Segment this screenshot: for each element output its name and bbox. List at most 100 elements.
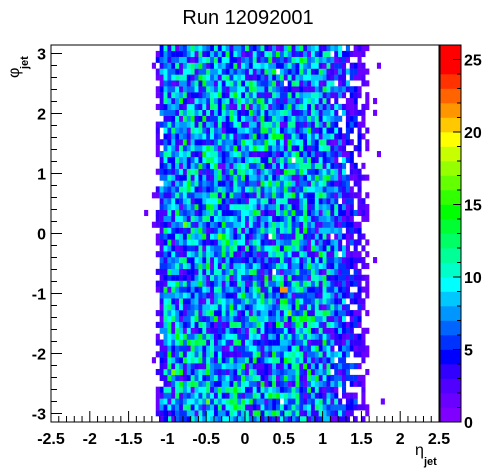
heatmap-cell [213, 310, 219, 317]
heatmap-cell [326, 162, 331, 169]
heatmap-cell [283, 368, 288, 376]
heatmap-cell [345, 351, 350, 358]
heatmap-cell [194, 280, 199, 287]
heatmap-cell [229, 392, 234, 399]
heatmap-cell [167, 62, 172, 69]
heatmap-cell [291, 257, 296, 264]
heatmap-cell [345, 262, 350, 270]
heatmap-cell [291, 357, 296, 364]
heatmap-cell [299, 257, 304, 264]
heatmap-cell [182, 404, 187, 411]
heatmap-cell [295, 115, 300, 122]
heatmap-cell [334, 392, 339, 399]
heatmap-cell [256, 251, 261, 258]
heatmap-cell [326, 251, 331, 258]
heatmap-cell [237, 92, 242, 99]
heatmap-cell [241, 133, 246, 140]
heatmap-cell [279, 50, 284, 57]
heatmap-cell [159, 239, 164, 246]
heatmap-cell [179, 357, 184, 364]
heatmap-cell [210, 168, 215, 175]
heatmap-cell [237, 151, 242, 158]
heatmap-cell [163, 221, 168, 228]
heatmap-cell [279, 45, 284, 52]
heatmap-cell [287, 74, 292, 81]
heatmap-cell [361, 262, 366, 270]
heatmap-cell [268, 186, 273, 193]
heatmap-cell [252, 315, 257, 323]
heatmap-cell [190, 133, 195, 140]
heatmap-cell [303, 145, 308, 152]
heatmap-cell [349, 327, 354, 334]
heatmap-cell [318, 227, 323, 234]
heatmap-cell [198, 221, 203, 228]
heatmap-cell [175, 398, 180, 405]
heatmap-cell [217, 321, 222, 328]
heatmap-cell [338, 304, 343, 311]
heatmap-cell [349, 174, 354, 181]
heatmap-cell [221, 156, 226, 164]
heatmap-cell [225, 315, 230, 323]
heatmap-cell [233, 392, 238, 399]
heatmap-cell [182, 286, 187, 293]
heatmap-cell [322, 416, 327, 423]
heatmap-cell [248, 180, 253, 187]
heatmap-cell [171, 133, 176, 140]
heatmap-cell [202, 186, 207, 193]
heatmap-cell [217, 233, 222, 240]
heatmap-cell [338, 315, 343, 323]
heatmap-cell [206, 204, 211, 211]
heatmap-cell [163, 192, 168, 199]
heatmap-cell [264, 162, 269, 169]
heatmap-cell [182, 151, 187, 158]
heatmap-cell [233, 121, 238, 128]
heatmap-cell [310, 368, 316, 376]
heatmap-cell [171, 198, 176, 205]
heatmap-cell [182, 321, 187, 328]
heatmap-cell [264, 174, 269, 181]
heatmap-cell [330, 68, 335, 75]
heatmap-cell [283, 56, 288, 63]
heatmap-cell [342, 380, 347, 387]
heatmap-cell [322, 380, 327, 387]
heatmap-cell [206, 209, 211, 217]
heatmap-cell [326, 174, 331, 181]
heatmap-cell [322, 310, 327, 317]
heatmap-cell [283, 74, 288, 81]
heatmap-cell [322, 286, 327, 293]
heatmap-cell [318, 310, 323, 317]
heatmap-cell [310, 162, 316, 169]
heatmap-cell [252, 345, 257, 352]
heatmap-cell [221, 145, 226, 152]
heatmap-cell [272, 86, 277, 93]
heatmap-cell [248, 304, 253, 311]
heatmap-cell [210, 274, 215, 281]
heatmap-cell [318, 45, 323, 52]
heatmap-cell [229, 257, 234, 264]
heatmap-cell [163, 380, 168, 387]
heatmap-cell [175, 416, 180, 423]
heatmap-cell [198, 363, 203, 370]
heatmap-cell [330, 209, 335, 217]
heatmap-cell [279, 168, 284, 175]
heatmap-cell [291, 174, 296, 181]
heatmap-cell [213, 404, 219, 411]
heatmap-cell [260, 68, 265, 75]
heatmap-cell [326, 127, 331, 134]
heatmap-cell [307, 151, 312, 158]
heatmap-cell [357, 274, 362, 281]
heatmap-cell [210, 221, 215, 228]
heatmap-cell [307, 209, 312, 217]
heatmap-cell [167, 156, 172, 164]
heatmap-cell [182, 121, 187, 128]
heatmap-cell [155, 145, 160, 152]
heatmap-cell [252, 239, 257, 246]
heatmap-cell [186, 251, 191, 258]
heatmap-cell [182, 127, 187, 134]
heatmap-cell [310, 286, 316, 293]
heatmap-cell [225, 221, 230, 228]
heatmap-cell [279, 221, 284, 228]
heatmap-cell [322, 98, 327, 105]
heatmap-cell [353, 380, 358, 387]
heatmap-cell [245, 286, 250, 293]
